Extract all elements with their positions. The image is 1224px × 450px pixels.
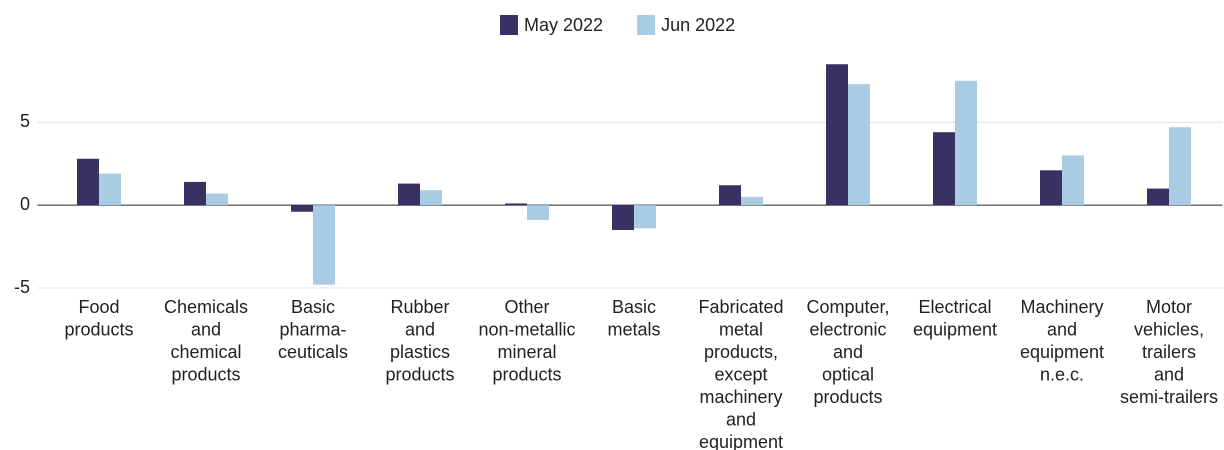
x-tick-label-line: mineral	[497, 342, 556, 362]
bar	[206, 193, 228, 206]
x-tick-label-line: optical	[822, 364, 874, 384]
bar	[1147, 188, 1169, 206]
bar	[1169, 127, 1191, 206]
bar	[848, 84, 870, 206]
x-tick-label-line: metal	[719, 319, 763, 339]
x-tick-label-line: plastics	[390, 342, 450, 362]
x-tick-label-line: products	[813, 387, 882, 407]
x-tick-label-line: and	[405, 319, 435, 339]
bar	[527, 205, 549, 221]
x-tick-label: Basic pharma-ceuticals	[278, 297, 348, 362]
x-tick-label-line: Motor	[1146, 297, 1192, 317]
bar	[955, 80, 977, 206]
x-tick-label-line: pharma-	[279, 319, 346, 339]
bar	[291, 205, 313, 212]
x-tick-label: Motor vehicles, trailers and semi-trailers	[1120, 297, 1218, 407]
x-tick-label-line: equipment	[699, 432, 783, 450]
bar	[1040, 170, 1062, 206]
x-tick-label-line: products	[492, 364, 561, 384]
x-tick-label-line: and	[833, 342, 863, 362]
x-tick-label-line: products,	[704, 342, 778, 362]
bar	[612, 205, 634, 230]
x-tick-label: Food products	[64, 297, 133, 340]
x-tick-label-line: Food	[78, 297, 119, 317]
x-tick-label-line: equipment	[1020, 342, 1104, 362]
x-tick-label-line: and	[1154, 364, 1184, 384]
legend-label: Jun 2022	[661, 15, 735, 35]
bar	[398, 183, 420, 206]
x-tick-label: Machinery and equipment n.e.c.	[1020, 297, 1104, 385]
x-tick-label-line: machinery	[699, 387, 782, 407]
bar	[741, 196, 763, 206]
x-tick-label: Chemicals and chemical products	[164, 297, 248, 385]
x-tick-label-line: Fabricated	[698, 297, 783, 317]
x-tick-label-line: non-metallic	[478, 319, 575, 339]
x-tick-label-line: ceuticals	[278, 342, 348, 362]
x-tick-label-line: and	[191, 319, 221, 339]
x-tick-label-line: n.e.c.	[1040, 364, 1084, 384]
bar	[184, 181, 206, 206]
x-tick-label-line: products	[385, 364, 454, 384]
x-tick-label: Computer, electronic and optical products	[806, 297, 889, 407]
x-tick-label-line: except	[714, 364, 767, 384]
x-tick-label-line: Basic	[612, 297, 656, 317]
x-tick-label: Fabricated metal products, except machinery a…	[698, 297, 783, 450]
x-tick-label-line: vehicles,	[1134, 319, 1204, 339]
bar	[719, 185, 741, 206]
bar	[99, 173, 121, 206]
x-tick-label: Rubber and plastics products	[385, 297, 454, 385]
x-tick-label-line: chemical	[170, 342, 241, 362]
bar	[77, 158, 99, 206]
x-tick-label-line: Computer,	[806, 297, 889, 317]
x-tick-label-line: equipment	[913, 319, 997, 339]
x-tick-label: Electrical equipment	[913, 297, 997, 340]
bar	[420, 190, 442, 206]
x-tick-label: Other non-metallic mineral products	[478, 297, 575, 385]
x-tick-label-line: semi-trailers	[1120, 387, 1218, 407]
x-tick-label-line: and	[1047, 319, 1077, 339]
x-tick-label-line: metals	[607, 319, 660, 339]
bar	[1062, 155, 1084, 206]
bar	[313, 205, 335, 285]
y-tick-label: 5	[20, 111, 30, 131]
y-tick-label: 0	[20, 194, 30, 214]
x-tick-label-line: products	[64, 319, 133, 339]
bar	[634, 205, 656, 229]
legend-swatch	[637, 15, 656, 35]
x-tick-label-line: Basic	[291, 297, 335, 317]
legend-swatch	[500, 15, 518, 35]
y-tick-label: -5	[14, 277, 30, 297]
bar	[933, 132, 955, 206]
x-tick-label-line: trailers	[1142, 342, 1196, 362]
x-tick-label-line: Electrical	[918, 297, 991, 317]
bar	[826, 64, 848, 206]
x-tick-label-line: and	[726, 409, 756, 429]
x-tick-label-line: Chemicals	[164, 297, 248, 317]
legend-label: May 2022	[524, 15, 603, 35]
bar	[505, 203, 527, 206]
x-tick-label-line: Machinery	[1020, 297, 1103, 317]
x-tick-label-line: Other	[504, 297, 549, 317]
x-tick-label-line: electronic	[809, 319, 886, 339]
x-tick-label: Basic metals	[607, 297, 660, 340]
x-tick-label-line: Rubber	[390, 297, 449, 317]
x-tick-label-line: products	[171, 364, 240, 384]
